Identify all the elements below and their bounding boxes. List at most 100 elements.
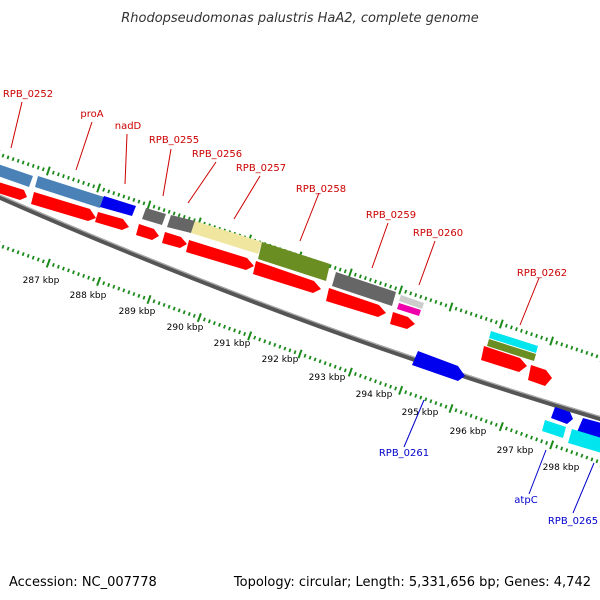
lower-track-major-tick bbox=[347, 367, 353, 377]
cds-arrow-8[interactable] bbox=[326, 288, 386, 317]
upper-track-minor-tick bbox=[384, 282, 387, 287]
gene-block-grey-3[interactable] bbox=[332, 272, 396, 306]
gene-label-RPB_0259[interactable]: RPB_0259 bbox=[366, 210, 416, 221]
lower-track-minor-tick bbox=[273, 342, 277, 347]
gene-label-atpC[interactable]: atpC bbox=[514, 495, 537, 506]
lower-track-minor-tick bbox=[218, 322, 221, 327]
upper-track-minor-tick bbox=[56, 172, 60, 177]
lower-track-minor-tick bbox=[77, 272, 80, 277]
top-gene-labels: RPB_0252 proA nadD RPB_0255 RPB_0256 RPB… bbox=[3, 89, 567, 279]
kbp-label-290: 290 kbp bbox=[167, 323, 204, 333]
gene-arrow-cyan-atpC[interactable] bbox=[542, 420, 566, 438]
gene-label-RPB_0262[interactable]: RPB_0262 bbox=[517, 268, 567, 279]
upper-track-minor-tick bbox=[142, 201, 146, 206]
cds-arrow-6[interactable] bbox=[186, 240, 254, 270]
lower-track-minor-tick bbox=[233, 328, 237, 333]
upper-track-minor-tick bbox=[353, 272, 357, 277]
upper-track-minor-tick bbox=[525, 330, 528, 335]
gene-block-grey-2[interactable] bbox=[167, 215, 195, 233]
gene-block-olive[interactable] bbox=[258, 242, 330, 281]
gene-label-RPB_0255[interactable]: RPB_0255 bbox=[149, 135, 199, 146]
kbp-label-289: 289 kbp bbox=[119, 307, 156, 317]
upper-track-minor-tick bbox=[77, 179, 80, 184]
lower-track-minor-tick bbox=[419, 395, 423, 400]
lower-track-major-tick bbox=[45, 258, 51, 268]
lower-track-minor-tick bbox=[107, 283, 111, 287]
lower-track-minor-tick bbox=[157, 301, 161, 306]
upper-track-minor-tick bbox=[409, 291, 413, 296]
upper-track-minor-tick bbox=[157, 206, 161, 211]
lower-track-minor-tick bbox=[117, 286, 121, 291]
lower-track-major-tick bbox=[146, 294, 152, 305]
kbp-label-293: 293 kbp bbox=[309, 373, 346, 383]
gene-block-khaki[interactable] bbox=[191, 221, 262, 254]
lower-track-minor-tick bbox=[328, 362, 332, 367]
gene-block-steelblue-1[interactable] bbox=[0, 163, 33, 187]
upper-track-major-tick bbox=[498, 319, 504, 329]
cds-arrow-11[interactable] bbox=[528, 365, 552, 386]
gene-arrow-cyan-RPB_0265[interactable] bbox=[568, 429, 600, 454]
cds-arrow-7[interactable] bbox=[253, 261, 321, 293]
upper-track-minor-tick bbox=[515, 327, 518, 332]
gene-block-cyan-1[interactable] bbox=[489, 331, 538, 353]
gene-label-nadD[interactable]: nadD bbox=[115, 121, 142, 132]
upper-track-minor-tick bbox=[328, 264, 332, 269]
lower-track-minor-tick bbox=[278, 344, 282, 349]
gene-block-grey-1[interactable] bbox=[142, 208, 166, 225]
gene-block-steelblue-2[interactable] bbox=[35, 176, 104, 208]
gene-label-RPB_0258[interactable]: RPB_0258 bbox=[296, 184, 346, 195]
gene-label-RPB_0261[interactable]: RPB_0261 bbox=[379, 448, 429, 459]
upper-track-minor-tick bbox=[358, 274, 362, 279]
upper-track-minor-tick bbox=[16, 158, 20, 163]
bottom-label-leaders bbox=[403, 399, 595, 514]
cds-arrow-track bbox=[0, 181, 552, 386]
cds-arrow-5[interactable] bbox=[162, 232, 187, 248]
upper-track-minor-tick bbox=[72, 177, 75, 182]
lower-track-major-tick bbox=[196, 313, 202, 323]
upper-track-minor-tick bbox=[182, 214, 186, 219]
kbp-label-295: 295 kbp bbox=[402, 408, 439, 418]
lower-strand-features bbox=[412, 351, 600, 454]
gene-arrow-blue-RPB_0261[interactable] bbox=[412, 351, 465, 381]
lower-track-minor-tick bbox=[132, 292, 136, 297]
lower-track-minor-tick bbox=[484, 419, 488, 424]
lower-track-minor-tick bbox=[268, 341, 272, 346]
gene-arrow-blue-2[interactable] bbox=[551, 407, 573, 424]
cds-arrow-1[interactable] bbox=[0, 181, 27, 200]
lower-track-minor-tick bbox=[414, 393, 418, 398]
upper-track-minor-tick bbox=[87, 182, 91, 187]
cds-arrow-4[interactable] bbox=[136, 224, 159, 240]
gene-label-RPB_0252[interactable]: RPB_0252 bbox=[3, 89, 53, 100]
kbp-label-287: 287 kbp bbox=[23, 276, 60, 286]
lower-track-minor-tick bbox=[494, 422, 498, 427]
gene-block-olive-2[interactable] bbox=[487, 339, 536, 361]
bottom-gene-labels: RPB_0261 atpC RPB_0265 bbox=[379, 448, 598, 527]
upper-track-minor-tick bbox=[570, 345, 574, 350]
lower-track-minor-tick bbox=[439, 402, 443, 407]
gene-block-blue-nadD[interactable] bbox=[100, 196, 136, 216]
gene-block-magenta[interactable] bbox=[397, 303, 421, 316]
cds-arrow-2[interactable] bbox=[31, 192, 96, 221]
upper-track-minor-tick bbox=[414, 293, 418, 298]
gene-label-RPB_0256[interactable]: RPB_0256 bbox=[192, 149, 242, 160]
gene-label-proA[interactable]: proA bbox=[80, 109, 103, 120]
upper-track-major-tick bbox=[549, 336, 555, 346]
upper-track-minor-tick bbox=[489, 318, 493, 323]
gene-label-RPB_0257[interactable]: RPB_0257 bbox=[236, 163, 286, 174]
cds-arrow-3[interactable] bbox=[95, 212, 129, 230]
lower-track-minor-tick bbox=[16, 250, 20, 255]
lower-track-minor-tick bbox=[504, 426, 508, 431]
lower-track-minor-tick bbox=[525, 433, 528, 438]
cds-arrow-9[interactable] bbox=[390, 312, 415, 329]
gene-label-RPB_0265[interactable]: RPB_0265 bbox=[548, 516, 598, 527]
gene-block-lightgrey[interactable] bbox=[399, 295, 424, 309]
kbp-labels: 287 kbp 288 kbp 289 kbp 290 kbp 291 kbp … bbox=[23, 276, 580, 473]
lower-track-minor-tick bbox=[26, 253, 30, 258]
upper-track-minor-tick bbox=[454, 306, 458, 311]
cds-arrow-10[interactable] bbox=[481, 346, 527, 372]
gene-label-RPB_0260[interactable]: RPB_0260 bbox=[413, 228, 463, 239]
lower-track-minor-tick bbox=[41, 259, 45, 264]
upper-track-minor-tick bbox=[369, 277, 372, 282]
lower-track-major-tick bbox=[247, 331, 253, 341]
upper-track-minor-tick bbox=[469, 311, 473, 316]
